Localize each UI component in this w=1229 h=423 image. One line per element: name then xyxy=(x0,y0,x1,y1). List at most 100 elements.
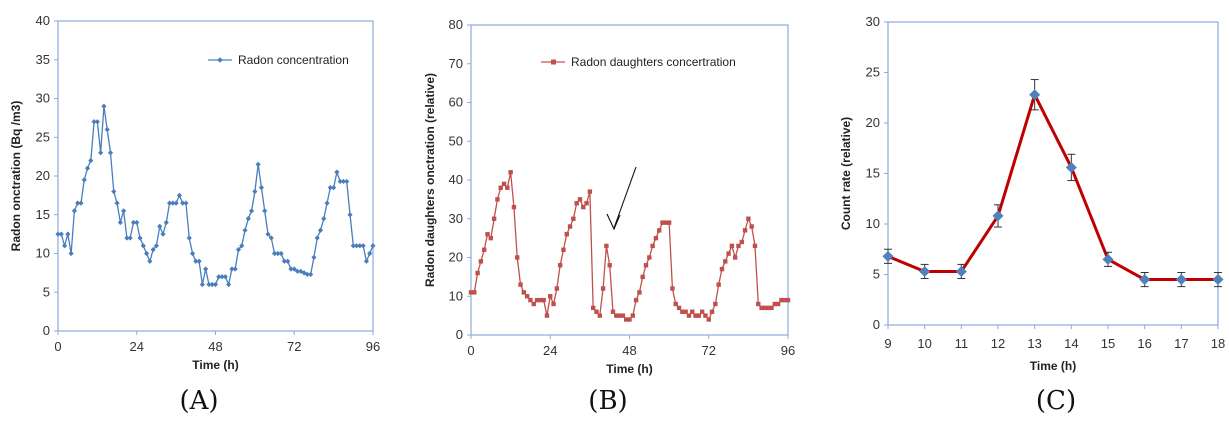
data-point xyxy=(242,227,248,233)
data-point xyxy=(212,281,219,288)
data-point xyxy=(607,263,612,268)
data-point xyxy=(239,243,245,249)
data-point xyxy=(531,301,536,307)
x-tick-label: 96 xyxy=(781,343,795,358)
y-tick-label: 30 xyxy=(866,14,880,29)
y-tick-label: 60 xyxy=(449,95,463,110)
data-point xyxy=(475,270,480,276)
data-point xyxy=(623,317,629,322)
x-tick-label: 11 xyxy=(955,336,969,351)
chart-a-svg: 0 5 10 15 20 25 30 35 40 0 24 48 72 96 Time (h) Radon o… xyxy=(9,13,380,372)
data-point xyxy=(245,216,251,222)
x-tick-label: 13 xyxy=(1027,336,1041,351)
data-point xyxy=(183,200,189,206)
data-point xyxy=(594,309,599,314)
data-point xyxy=(255,161,261,167)
data-point xyxy=(640,274,645,280)
data-point xyxy=(71,208,78,214)
panel-a: 0 5 10 15 20 25 30 35 40 0 24 48 72 96 Time (h) Radon o… xyxy=(0,0,400,385)
data-point xyxy=(134,219,140,226)
data-point xyxy=(55,231,61,237)
x-tick-label: 14 xyxy=(1064,336,1078,351)
data-point xyxy=(124,235,130,241)
data-point xyxy=(574,201,579,206)
data-point xyxy=(196,258,202,264)
data-point xyxy=(275,250,281,257)
y-tick-label: 25 xyxy=(36,129,50,144)
data-point xyxy=(610,309,616,314)
data-point xyxy=(291,266,297,272)
x-axis-label: Time (h) xyxy=(606,362,652,376)
x-tick-label: 10 xyxy=(917,336,931,351)
annotation-arrow xyxy=(613,166,637,229)
y-tick-label: 15 xyxy=(36,207,50,222)
x-tick-label: 72 xyxy=(702,343,716,358)
data-point xyxy=(1175,274,1187,286)
y-tick-label: 0 xyxy=(873,317,880,332)
data-point xyxy=(130,219,137,226)
data-point xyxy=(528,297,533,303)
data-point xyxy=(882,250,894,262)
data-point xyxy=(232,266,238,272)
data-point xyxy=(199,281,205,288)
data-point xyxy=(68,250,74,257)
y-tick-label: 35 xyxy=(36,52,50,67)
data-point xyxy=(676,305,682,311)
x-tick-label: 9 xyxy=(884,336,891,351)
data-point xyxy=(498,185,503,190)
data-point xyxy=(587,189,593,194)
series-line xyxy=(887,93,1218,282)
data-point xyxy=(716,282,721,287)
data-point xyxy=(347,212,353,218)
y-tick-label: 25 xyxy=(866,65,880,80)
data-point xyxy=(1139,274,1151,286)
data-point xyxy=(101,103,107,109)
y-tick-label: 70 xyxy=(449,56,463,71)
data-point xyxy=(769,305,774,311)
y-tick-label: 0 xyxy=(43,323,50,338)
data-point xyxy=(163,219,169,226)
caption-c: (C) xyxy=(1035,386,1077,416)
data-point xyxy=(334,169,340,175)
data-point xyxy=(65,231,71,237)
data-point xyxy=(541,297,546,303)
data-point xyxy=(104,126,110,133)
data-point xyxy=(482,247,487,252)
data-point xyxy=(344,178,350,185)
data-point xyxy=(666,220,672,225)
data-point xyxy=(673,301,678,307)
data-point xyxy=(321,216,327,222)
data-point xyxy=(357,243,363,249)
data-point xyxy=(696,313,702,318)
data-point xyxy=(772,301,777,307)
data-point xyxy=(663,220,669,225)
data-point xyxy=(143,250,150,257)
y-tick-label: 80 xyxy=(449,17,463,32)
data-point xyxy=(176,192,183,198)
data-point xyxy=(690,309,695,314)
data-point xyxy=(590,305,596,311)
data-point xyxy=(271,250,278,257)
data-point xyxy=(955,265,967,277)
data-point xyxy=(294,268,301,274)
data-point xyxy=(604,243,609,249)
data-point xyxy=(58,231,64,237)
data-point xyxy=(222,274,228,280)
x-axis-label: Time (h) xyxy=(1030,359,1076,373)
data-point xyxy=(706,317,711,322)
data-point xyxy=(501,181,507,187)
data-point xyxy=(719,266,725,272)
data-point xyxy=(84,165,91,171)
data-point xyxy=(1212,274,1224,286)
y-tick-label: 30 xyxy=(36,91,50,106)
data-point xyxy=(94,119,100,125)
data-point xyxy=(350,243,356,249)
data-point xyxy=(370,243,376,249)
data-point xyxy=(508,170,513,175)
data-point xyxy=(203,266,209,272)
data-point xyxy=(478,259,484,264)
legend-marker xyxy=(217,57,223,63)
data-point xyxy=(571,216,576,221)
data-point xyxy=(304,271,310,278)
data-point xyxy=(732,255,738,260)
